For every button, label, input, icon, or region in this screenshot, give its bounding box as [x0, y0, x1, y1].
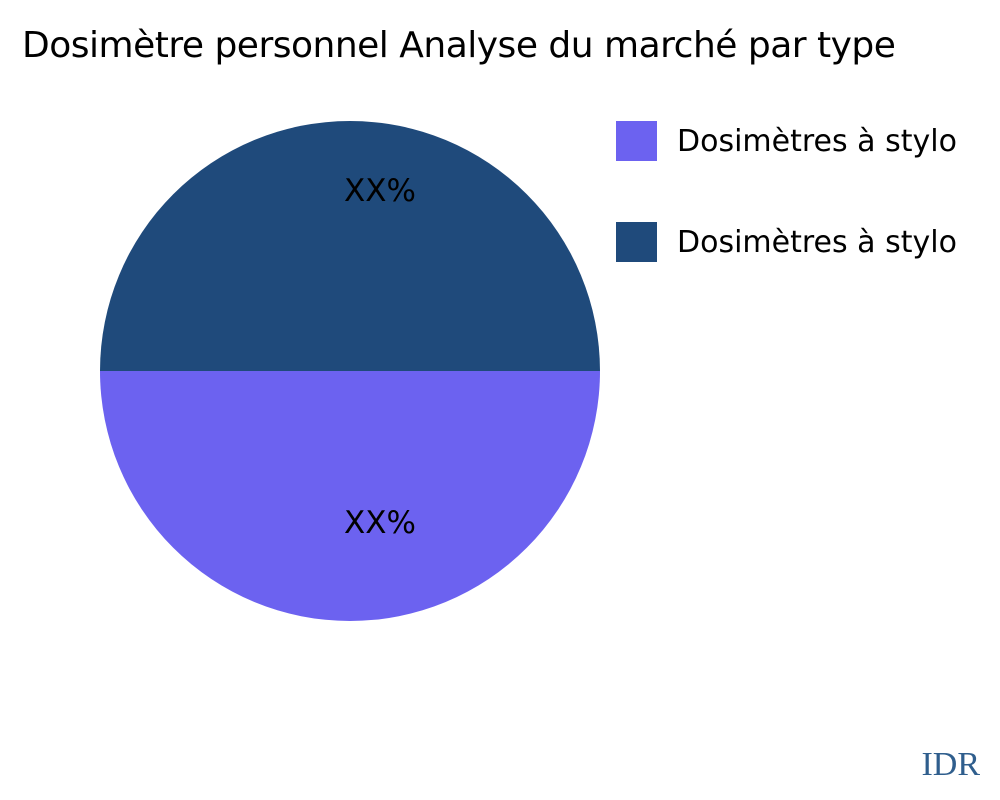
legend-label: Dosimètres à stylo [677, 123, 957, 159]
legend-label: Dosimètres à stylo [677, 224, 957, 260]
legend-item: Dosimètres à stylo [616, 222, 957, 262]
pie-chart [100, 121, 600, 621]
legend-item: Dosimètres à stylo [616, 121, 957, 161]
pie-slice-top [100, 121, 600, 371]
pie-value-label-bottom: XX% [344, 505, 416, 541]
legend-swatch-navy [616, 222, 657, 262]
pie-value-label-top: XX% [344, 173, 416, 209]
pie-slice-bottom [100, 371, 600, 621]
chart-title: Dosimètre personnel Analyse du marché pa… [22, 25, 896, 66]
watermark: IDR [921, 746, 980, 783]
legend-swatch-purple [616, 121, 657, 161]
